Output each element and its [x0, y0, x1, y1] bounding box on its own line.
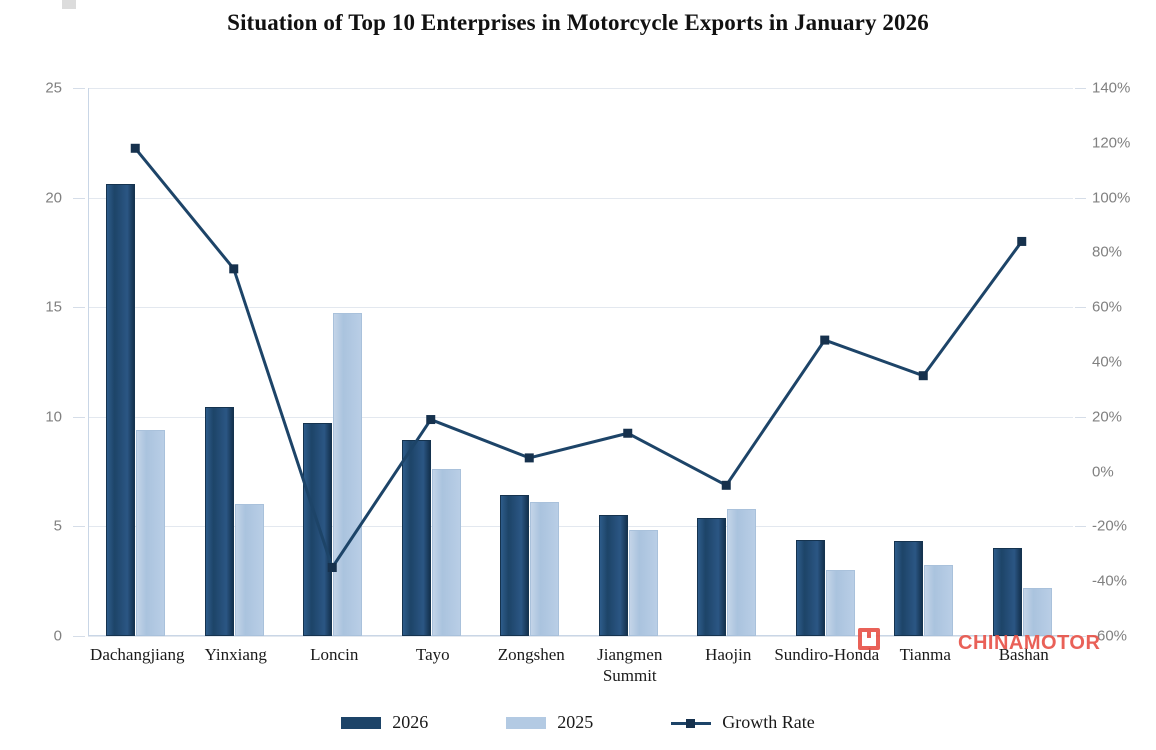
- bar-2025: [333, 312, 363, 636]
- growth-rate-marker: [918, 371, 928, 381]
- bar-2026: [401, 439, 431, 636]
- growth-rate-polyline: [134, 147, 1023, 569]
- y-axis-tick: [73, 307, 85, 309]
- y-axis-tick-label: 10: [45, 408, 62, 426]
- growth-rate-marker: [229, 264, 239, 274]
- bar-2025: [628, 529, 658, 636]
- x-axis-category-label: Yinxiang: [204, 645, 267, 664]
- y2-axis-tick-label: 80%: [1092, 243, 1123, 261]
- legend-label-2026: 2026: [392, 712, 429, 732]
- y-axis-tick-label: 25: [45, 79, 62, 97]
- x-axis-category-label: Loncin: [310, 645, 359, 664]
- y-axis-tick-label: 5: [53, 517, 62, 535]
- y-axis-tick-label: 20: [45, 189, 62, 207]
- axis-line-left: [88, 88, 89, 636]
- x-axis-category-label: Zongshen: [497, 645, 565, 664]
- y-axis-tick-label: 15: [45, 298, 62, 316]
- bar-2025: [1022, 587, 1052, 636]
- bar-2025: [136, 429, 166, 636]
- chart-legend: 2026 2025 Growth Rate: [0, 712, 1156, 733]
- y2-axis-tick-label: 100%: [1092, 189, 1131, 207]
- growth-rate-marker: [820, 335, 830, 345]
- legend-label-2025: 2025: [557, 712, 594, 732]
- y2-axis-tick-label: 120%: [1092, 134, 1131, 152]
- gridline: [88, 416, 1073, 418]
- x-axis-category-label: Tianma: [899, 645, 951, 664]
- y2-axis-tick-label: -60%: [1092, 627, 1128, 645]
- x-axis-category-label: Tayo: [415, 645, 450, 664]
- y2-axis-tick: [1075, 307, 1086, 309]
- bar-2025: [825, 570, 855, 636]
- plot-area: [88, 88, 1073, 637]
- bar-2026: [795, 539, 825, 636]
- y2-axis-tick-label: 20%: [1092, 408, 1123, 426]
- page-artifact: [62, 0, 76, 9]
- gridline: [88, 197, 1073, 199]
- bar-2026: [106, 184, 136, 636]
- y2-axis-tick-label: 40%: [1092, 353, 1123, 371]
- y2-axis-tick-label: -20%: [1092, 517, 1128, 535]
- y-axis-tick: [73, 636, 85, 637]
- x-axis-category-label: Dachangjiang: [90, 645, 185, 664]
- y2-axis-tick: [1075, 197, 1086, 199]
- y-axis-tick: [73, 416, 85, 418]
- bar-2026: [894, 540, 924, 636]
- legend-swatch-2025-icon: [506, 716, 547, 729]
- growth-rate-marker: [721, 480, 731, 490]
- y2-axis-tick-label: 60%: [1092, 298, 1123, 316]
- growth-rate-marker: [524, 453, 534, 463]
- y-axis-tick-label: 0: [53, 627, 62, 645]
- y2-axis-tick-label: 140%: [1092, 79, 1131, 97]
- bar-2025: [234, 504, 264, 636]
- bar-2026: [697, 517, 727, 636]
- chart-title: Situation of Top 10 Enterprises in Motor…: [227, 10, 929, 35]
- bar-2026: [204, 406, 234, 636]
- x-axis-category-label: Bashan: [998, 645, 1049, 664]
- x-axis-category-label: Sundiro-Honda: [774, 645, 880, 664]
- x-axis-category-label: Haojin: [705, 645, 752, 664]
- growth-rate-marker: [130, 143, 140, 153]
- bar-2025: [431, 469, 461, 636]
- bar-2026: [598, 515, 628, 636]
- legend-item-2025[interactable]: 2025: [506, 712, 593, 733]
- y2-axis-tick: [1075, 416, 1086, 418]
- growth-rate-marker: [426, 415, 436, 425]
- legend-swatch-2026-icon: [341, 716, 382, 729]
- bar-2025: [530, 502, 560, 636]
- legend-label-growth-rate: Growth Rate: [722, 712, 815, 732]
- x-axis-category-label: Jiangmen Summit: [597, 645, 663, 685]
- bar-2025: [924, 564, 954, 636]
- y-axis-tick: [73, 88, 85, 89]
- bar-2026: [992, 548, 1022, 636]
- y2-axis-tick: [1075, 636, 1086, 637]
- y2-axis-tick: [1075, 88, 1086, 89]
- legend-item-2026[interactable]: 2026: [341, 712, 428, 733]
- y2-axis-tick-label: -40%: [1092, 572, 1128, 590]
- gridline: [88, 307, 1073, 309]
- growth-rate-marker: [623, 428, 633, 438]
- y-axis-tick: [73, 526, 85, 528]
- growth-rate-line: [130, 143, 1027, 572]
- bar-2026: [500, 494, 530, 636]
- legend-item-growth-rate[interactable]: Growth Rate: [671, 712, 815, 733]
- legend-swatch-line-marker-icon: [671, 717, 712, 729]
- y2-axis-tick-label: 0%: [1092, 463, 1114, 481]
- growth-rate-marker: [327, 563, 337, 572]
- gridline: [88, 526, 1073, 528]
- y2-axis-tick: [1075, 526, 1086, 528]
- gridline: [88, 636, 1073, 637]
- bar-2025: [727, 508, 757, 636]
- growth-rate-marker: [1017, 236, 1027, 246]
- axis-line-bottom: [88, 635, 1073, 636]
- y-axis-tick: [73, 197, 85, 199]
- bar-2026: [303, 423, 333, 636]
- gridline: [88, 88, 1073, 89]
